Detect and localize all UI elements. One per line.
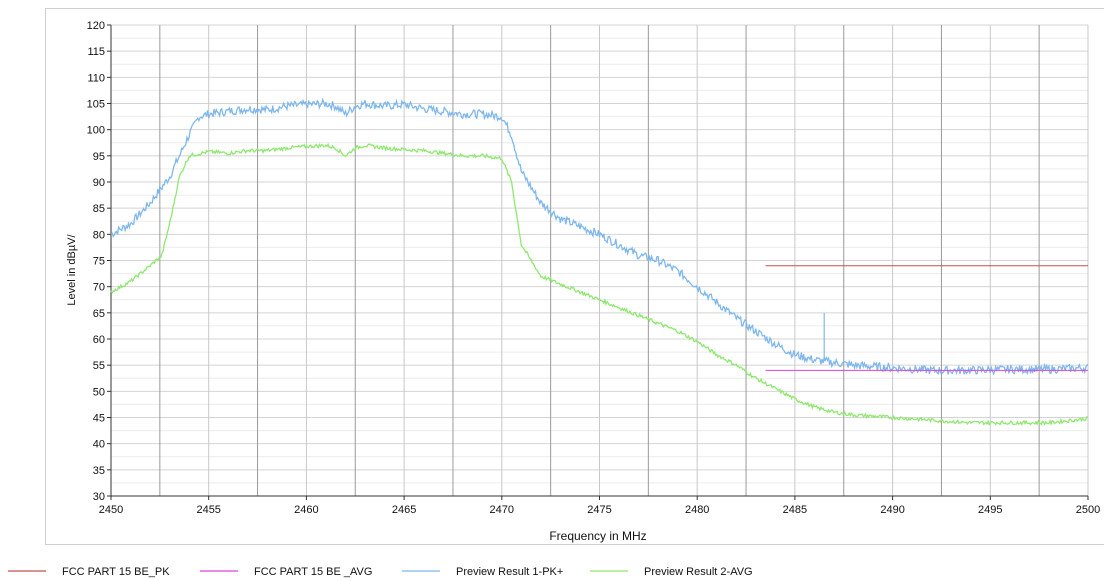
x-tick-label: 2475	[587, 504, 611, 516]
y-tick-label: 100	[87, 125, 105, 137]
y-axis-label: Level in dBµV/	[66, 233, 78, 305]
x-tick-label: 2485	[783, 504, 807, 516]
y-tick-label: 45	[93, 413, 105, 425]
y-tick-label: 85	[93, 203, 105, 215]
chart-frame	[45, 8, 1104, 545]
y-tick-label: 50	[93, 386, 105, 398]
y-tick-label: 115	[87, 46, 105, 58]
grid-layer	[110, 24, 1089, 497]
x-tick-label: 2460	[294, 504, 318, 516]
y-tick-label: 105	[87, 99, 105, 111]
y-tick-label: 65	[93, 308, 105, 320]
x-tick-label: 2455	[196, 504, 220, 516]
x-tick-label: 2465	[392, 504, 416, 516]
y-tick-label: 120	[87, 20, 105, 32]
y-tick-label: 95	[93, 151, 105, 163]
axes-layer: 30 35 40 45 50 55 60 65 70 75 80 85 90 95 100 105 110 115…	[87, 20, 1101, 516]
y-tick-label: 110	[87, 72, 105, 84]
series-line	[110, 142, 1089, 426]
y-tick-label: 75	[93, 256, 105, 268]
y-tick-label: 55	[93, 360, 105, 372]
y-tick-label: 30	[93, 491, 105, 503]
legend: FCC PART 15 BE_PK FCC PART 15 BE _AVG Prev…	[8, 566, 753, 578]
series-line	[110, 97, 1089, 376]
legend-label: FCC PART 15 BE _AVG	[254, 566, 372, 578]
y-tick-label: 35	[93, 465, 105, 477]
x-tick-label: 2470	[490, 504, 514, 516]
x-tick-label: 2495	[978, 504, 1002, 516]
x-tick-label: 2490	[880, 504, 904, 516]
legend-label: Preview Result 1-PK+	[456, 566, 563, 578]
y-tick-label: 60	[93, 334, 105, 346]
y-tick-label: 80	[93, 229, 105, 241]
legend-label: Preview Result 2-AVG	[644, 566, 753, 578]
y-tick-label: 40	[93, 439, 105, 451]
chart: 30 35 40 45 50 55 60 65 70 75 80 85 90 95 100 105 110 115…	[66, 20, 1101, 543]
y-tick-label: 70	[93, 282, 105, 294]
y-tick-label: 90	[93, 177, 105, 189]
x-axis-label: Frequency in MHz	[549, 529, 646, 543]
legend-label: FCC PART 15 BE_PK	[62, 566, 170, 578]
x-tick-label: 2450	[99, 504, 123, 516]
x-tick-label: 2480	[685, 504, 709, 516]
series-layer	[110, 97, 1089, 426]
x-tick-label: 2500	[1076, 504, 1100, 516]
